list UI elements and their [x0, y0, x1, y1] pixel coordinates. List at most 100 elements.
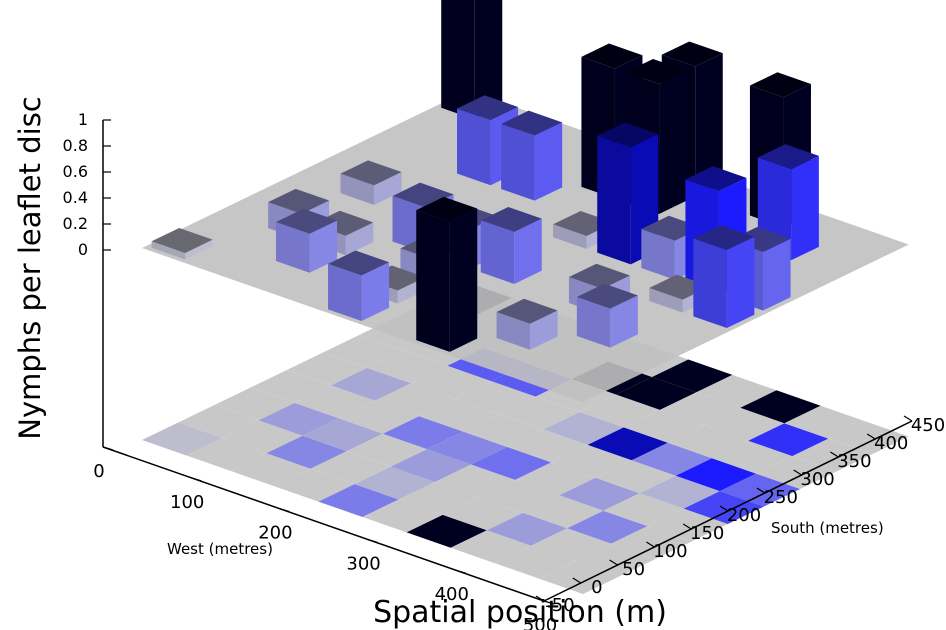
heatmap-cell [567, 510, 648, 544]
bar [441, 0, 503, 120]
heatmap-cell [479, 479, 560, 513]
z-tick-label: 0.2 [63, 214, 88, 233]
y-tick-label: 350 [837, 451, 871, 472]
bar [328, 250, 390, 322]
y-tick-mark [572, 577, 582, 584]
axis-titles: West (metres) South (metres) Spatial pos… [13, 96, 884, 630]
heatmap-cell [338, 400, 420, 434]
heatmap-cell [214, 387, 295, 421]
heatmap-cell [222, 420, 303, 454]
heatmap-cell [382, 416, 464, 450]
heatmap-cell [318, 484, 399, 517]
heatmap-floor [142, 282, 909, 594]
bar-top [661, 41, 723, 67]
heatmap-cell [258, 402, 339, 436]
heatmap-cell [587, 427, 668, 461]
bar-face [441, 0, 475, 120]
bar [416, 196, 478, 352]
y-tick-label: 100 [653, 541, 687, 562]
y-tick-mark [719, 505, 729, 512]
heatmap-cell [631, 442, 712, 476]
y-tick-label: 200 [727, 505, 761, 526]
x-axis-label: West (metres) [167, 540, 273, 558]
bar [276, 208, 338, 273]
bar-face [374, 172, 402, 205]
heatmap-cell [186, 437, 267, 471]
bar-top [568, 263, 630, 289]
y-tick-label: -50 [545, 595, 574, 616]
x-tick-mark [279, 508, 290, 513]
heatmap-cell [704, 407, 785, 441]
heatmap-cell [792, 438, 873, 472]
bar-face [514, 218, 542, 284]
bar [151, 227, 213, 260]
bar-face [649, 287, 683, 313]
bar-top [581, 43, 643, 69]
heatmap-cell [310, 451, 391, 485]
heatmap-cell [595, 460, 676, 494]
heatmap-cell [683, 491, 764, 524]
bar-top [496, 298, 558, 324]
heatmap-cell [531, 528, 612, 562]
heatmap-cell [463, 414, 544, 447]
heatmap-cell [538, 561, 620, 594]
bar-top [597, 122, 659, 148]
z-tick-label: 0 [78, 240, 88, 259]
bar-face [763, 238, 791, 311]
tick-labels: 0100200300400500-50050100150200250300350… [63, 110, 946, 630]
heatmap-cell [575, 543, 656, 577]
bar-face [641, 229, 675, 280]
bar-top [625, 58, 687, 84]
x-tick-mark [543, 600, 555, 605]
heatmap-cell [696, 374, 777, 408]
bar-face [553, 224, 587, 249]
main-xlabel: Spatial position (m) [373, 595, 667, 630]
heatmap-cell [486, 512, 568, 546]
bar-face [474, 0, 503, 120]
y-tick-label: 300 [800, 469, 834, 490]
y-tick-mark [535, 595, 545, 602]
bar-face [480, 220, 515, 284]
bar-top [729, 227, 791, 253]
z-tick-label: 0.8 [63, 136, 88, 155]
heatmap-cell [406, 514, 487, 548]
heatmap-cell [756, 456, 837, 489]
heatmap-cell [499, 396, 580, 430]
heatmap-cell [230, 453, 311, 487]
bar-face [530, 310, 558, 350]
x-tick-mark [191, 477, 202, 482]
y-tick-mark [866, 433, 876, 440]
y-tick-label: 250 [764, 487, 798, 508]
x-tick-label: 300 [346, 553, 380, 574]
bar-face [276, 222, 310, 273]
bar-face [695, 53, 723, 197]
bar-face [309, 220, 338, 273]
heatmap-cell [390, 449, 472, 482]
bar-top [749, 72, 811, 98]
heatmap-cell [828, 421, 909, 454]
heatmap-cell [330, 367, 412, 401]
x-axis-line [102, 446, 545, 602]
z-tick-label: 0.6 [63, 162, 88, 181]
bar-face [345, 222, 374, 256]
heatmap-cell [362, 499, 443, 533]
bar-top [151, 227, 213, 253]
heatmap-cell [660, 392, 741, 426]
heatmap-cell [411, 365, 492, 399]
x-tick-label: 100 [170, 492, 204, 513]
y-tick-mark [682, 523, 692, 530]
heatmap-cell [559, 477, 640, 511]
z-tick-label: 0.4 [63, 188, 88, 207]
x-tick-label: 0 [93, 461, 104, 482]
heatmap-cell [652, 359, 733, 393]
bar-face [328, 263, 362, 322]
heatmap-cell [442, 497, 524, 531]
heatmap-cell [507, 429, 588, 463]
bar-face [693, 238, 727, 329]
y-axis-label: South (metres) [771, 519, 884, 537]
y-tick-mark [793, 469, 802, 476]
heatmap-cell [142, 422, 223, 456]
heatmap-cell [375, 383, 456, 417]
bar-face [597, 135, 631, 265]
